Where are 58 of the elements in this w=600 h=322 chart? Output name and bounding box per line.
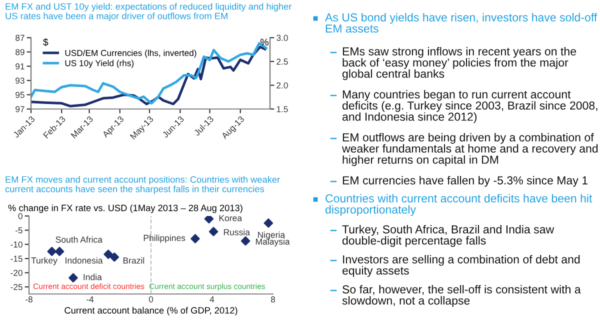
annotation: Nigeria [258, 232, 286, 240]
legend-label: USD/EM Currencies (lhs, inverted) [65, 50, 196, 58]
x-tick-label: 0 [148, 296, 154, 302]
annotation: Brazil [123, 257, 144, 264]
annotation: South Africa [56, 236, 103, 243]
annotation: Russia [224, 228, 250, 236]
y-tick-label: 93 [16, 78, 24, 84]
y-tick-label: -5 [15, 227, 22, 234]
x-tick-label: 8 [270, 296, 276, 302]
y-tick-label: 91 [16, 63, 24, 70]
chart-title: EM FX and UST 10y yield: expectations of reduced liquidity and higher US rates have been a major driver of outflows from EM [6, 3, 292, 22]
y2-tick-label: 1.5 [276, 106, 288, 112]
annotation: Turkey [31, 257, 58, 266]
x-tick-label: 4 [210, 296, 214, 302]
point [190, 234, 200, 244]
y2-tick-label: 3.0 [276, 34, 288, 41]
legend-label: US 10y Yield (rhs) [65, 60, 134, 68]
y2-tick-label: 2.0 [276, 82, 288, 88]
point [264, 218, 273, 228]
annotation: Malaysia [256, 238, 290, 246]
text: As US bond yields have risen, investors have sold-off EM assets [325, 13, 598, 33]
point [110, 252, 120, 262]
annotation: Korea [219, 215, 242, 222]
text: EMs saw strong inflows in recent years on the back of ‘easy money’ policies from the major global central banks [342, 47, 576, 80]
chart-title: EM FX moves and current account positions: Countries with weaker current accounts have seen the sharpest falls in their currencies [5, 176, 280, 194]
point [240, 236, 250, 246]
text: Many countries began to run current account deficits (e.g. Turkey since 2003, Brazil since 2008, and Indonesia since 2012) [342, 90, 598, 124]
y-tick-label: 95 [16, 92, 24, 98]
annotation: Indonesia [66, 257, 103, 264]
text: Investors are selling a combination of debt and equity assets [342, 255, 580, 277]
point [204, 216, 214, 224]
point [208, 226, 218, 236]
x-tick-label: -4 [86, 296, 94, 302]
text: Turkey, South Africa, Brazil and India saw double-digit percentage falls [342, 225, 554, 247]
y-tick-label: -25 [10, 284, 22, 290]
y-tick-label: -10 [10, 241, 22, 248]
y-axis-title: $ [43, 38, 48, 46]
annotation: India [84, 274, 102, 280]
y-tick-label: -15 [10, 256, 22, 262]
point [54, 246, 64, 256]
y-axis-title: % change in FX rate vs. USD (1May 2013 – 28 Aug 2013) [8, 204, 242, 213]
x-axis-title: Current account balance (% of GDP, 2012) [64, 306, 238, 316]
y-tick-label: 89 [16, 49, 24, 56]
y-tick-label: 97 [16, 106, 24, 112]
text: EM currencies have fallen by -5.3% since May 1 [342, 176, 588, 187]
text: So far, however, the sell-off is consistent with a slowdown, not a collapse [342, 285, 581, 307]
text: EM outflows are being driven by a combination of weaker fundamentals at home and a recovery and higher returns on capital in DM [342, 133, 598, 166]
point [47, 246, 56, 256]
annotation: Philippines [144, 234, 186, 243]
y2-axis-title: % [260, 38, 268, 46]
text: Countries with current account deficits have been hit disproportionately [325, 194, 592, 216]
y-tick-label: -20 [10, 270, 22, 276]
y-tick-label: 87 [16, 34, 24, 41]
y-tick-label: 0 [18, 213, 22, 220]
y2-tick-label: 2.5 [276, 58, 288, 65]
x-tick-label: -8 [26, 296, 32, 302]
point [104, 250, 113, 259]
point [68, 273, 78, 282]
